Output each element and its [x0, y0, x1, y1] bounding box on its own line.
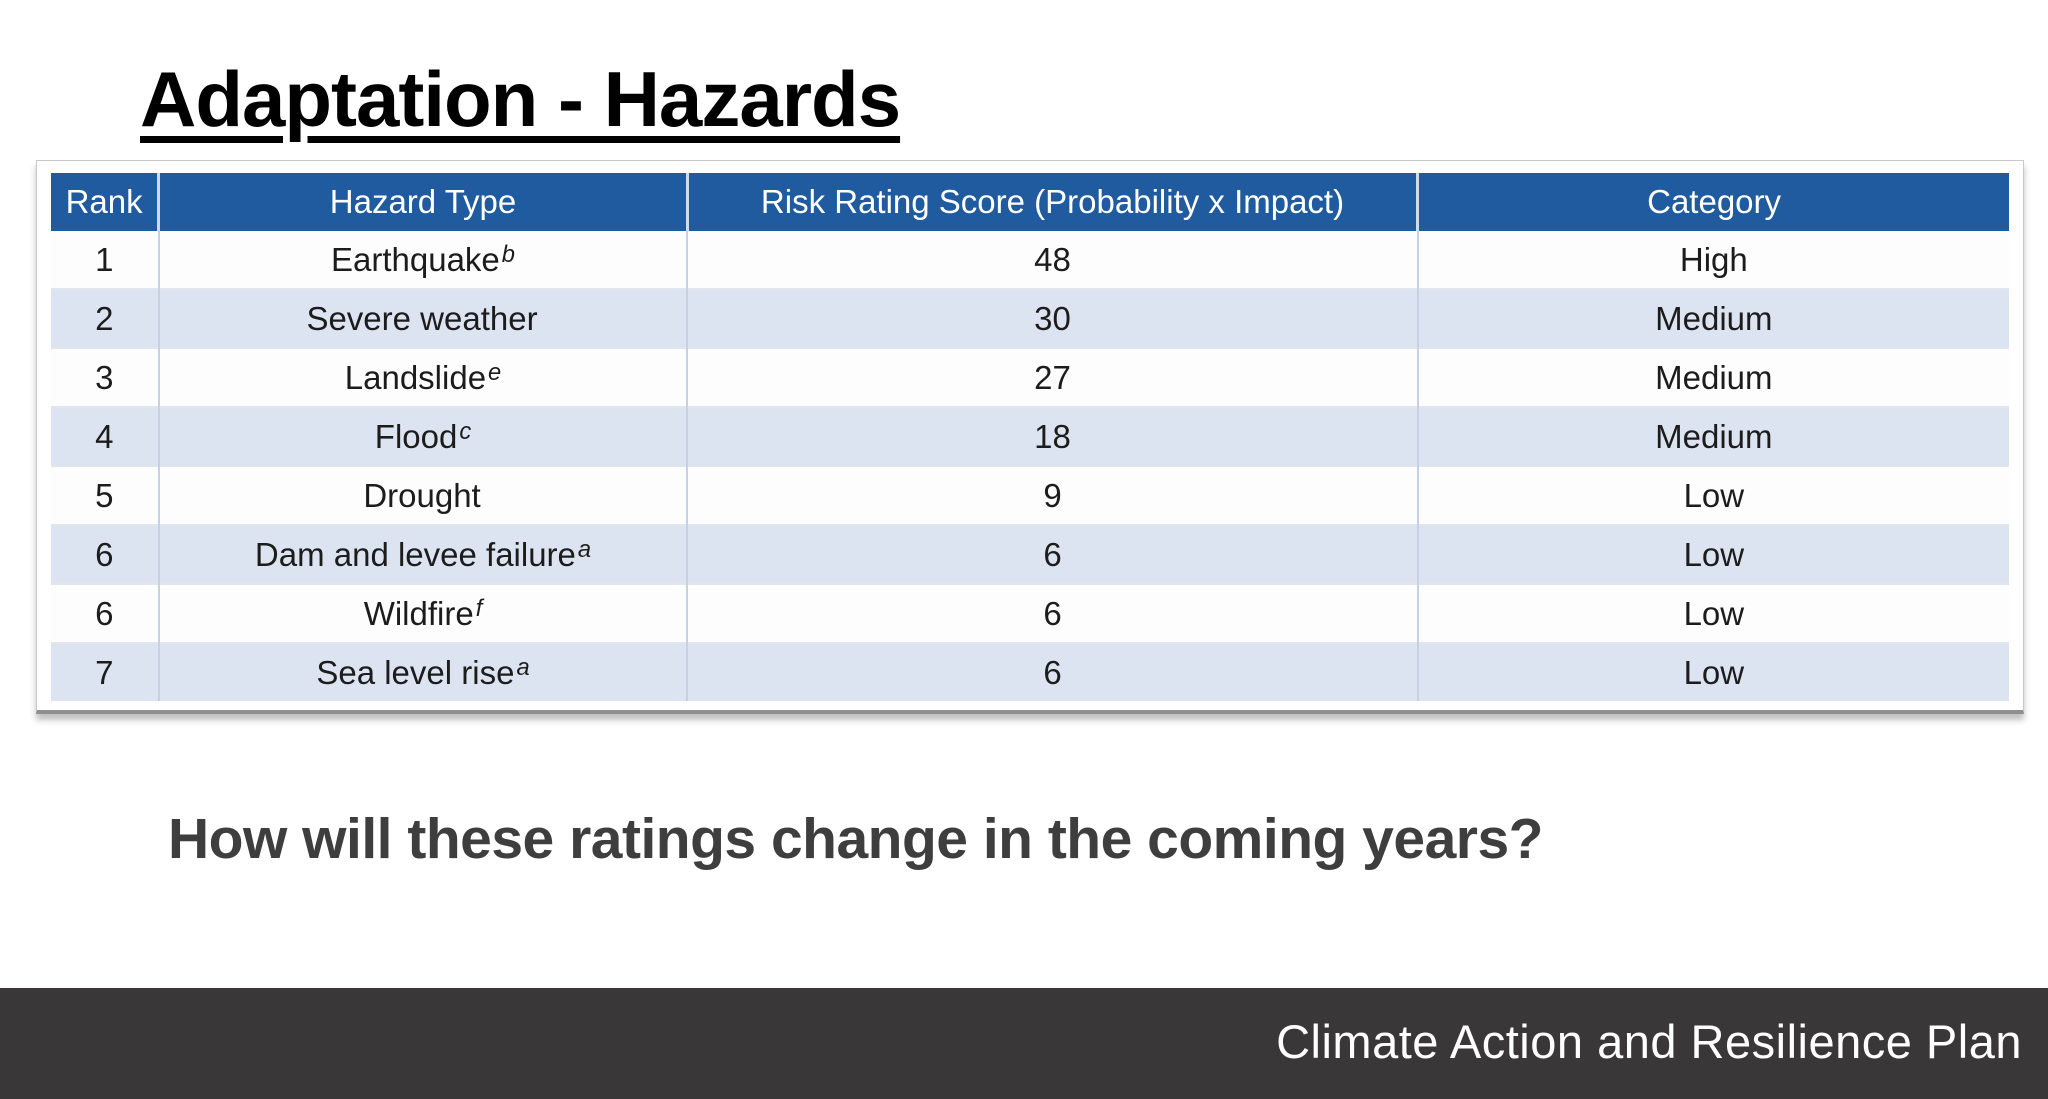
category-cell: Low [1416, 583, 2009, 643]
hazard-cell: Drought [157, 465, 688, 525]
score-cell: 27 [686, 347, 1418, 407]
hazard-name: Severe weather [306, 299, 538, 337]
table-header-row: Rank Hazard Type Risk Rating Score (Prob… [51, 173, 2009, 231]
category-cell: Medium [1416, 288, 2009, 348]
col-header-category: Category [1416, 173, 2009, 231]
category-cell: High [1416, 231, 2009, 289]
score-cell: 48 [686, 231, 1418, 289]
score-cell: 9 [686, 465, 1418, 525]
hazard-cell: Sea level risea [157, 642, 688, 701]
hazard-name: Earthquake [331, 240, 500, 278]
rank-cell: 7 [51, 642, 159, 701]
footnote-marker: f [475, 594, 483, 622]
rank-cell: 6 [51, 524, 159, 584]
category-cell: Low [1416, 465, 2009, 525]
category-cell: Medium [1416, 406, 2009, 466]
score-cell: 18 [686, 406, 1418, 466]
footnote-marker: b [501, 240, 516, 268]
score-cell: 6 [686, 524, 1418, 584]
table-row: 7 Sea level risea 6 Low [51, 642, 2009, 701]
hazard-name: Drought [363, 476, 481, 514]
rank-cell: 3 [51, 347, 159, 407]
hazard-cell: Floodc [157, 406, 688, 466]
footnote-marker: e [488, 358, 502, 386]
hazard-cell: Landslidee [157, 347, 688, 407]
score-cell: 6 [686, 642, 1418, 701]
score-cell: 30 [686, 288, 1418, 348]
hazard-cell: Wildfiref [157, 583, 688, 643]
table-row: 2 Severe weather 30 Medium [51, 288, 2009, 348]
rank-cell: 4 [51, 406, 159, 466]
footnote-marker: c [459, 417, 472, 445]
score-cell: 6 [686, 583, 1418, 643]
col-header-score: Risk Rating Score (Probability x Impact) [685, 173, 1418, 231]
col-header-rank: Rank [51, 173, 159, 231]
hazard-name: Landslide [344, 358, 487, 396]
footnote-marker: a [577, 535, 592, 563]
table-row: 6 Wildfiref 6 Low [51, 583, 2009, 643]
table-row: 4 Floodc 18 Medium [51, 406, 2009, 466]
hazard-name: Sea level rise [316, 653, 515, 691]
hazard-cell: Earthquakeb [157, 231, 688, 289]
table-row: 6 Dam and levee failurea 6 Low [51, 524, 2009, 584]
page-title: Adaptation - Hazards [140, 55, 901, 144]
footnote-marker: a [516, 653, 530, 681]
hazard-cell: Severe weather [157, 288, 688, 348]
footer-text: Climate Action and Resilience Plan [1276, 1015, 2022, 1068]
rank-cell: 6 [51, 583, 159, 643]
hazard-name: Flood [374, 417, 458, 455]
table-row: 3 Landslidee 27 Medium [51, 347, 2009, 407]
table-row: 1 Earthquakeb 48 High [51, 231, 2009, 289]
category-cell: Low [1416, 642, 2009, 701]
table-row: 5 Drought 9 Low [51, 465, 2009, 525]
hazard-name: Wildfire [363, 594, 474, 632]
col-header-hazard: Hazard Type [157, 173, 688, 231]
hazard-table-container: Rank Hazard Type Risk Rating Score (Prob… [36, 160, 2024, 714]
category-cell: Low [1416, 524, 2009, 584]
rank-cell: 2 [51, 288, 159, 348]
hazard-cell: Dam and levee failurea [157, 524, 688, 584]
category-cell: Medium [1416, 347, 2009, 407]
footer-bar: Climate Action and Resilience Plan [0, 988, 2048, 1099]
question-text: How will these ratings change in the com… [168, 807, 1543, 871]
rank-cell: 5 [51, 465, 159, 525]
hazard-table: Rank Hazard Type Risk Rating Score (Prob… [51, 173, 2009, 701]
hazard-name: Dam and levee failure [254, 535, 576, 573]
rank-cell: 1 [51, 231, 159, 289]
